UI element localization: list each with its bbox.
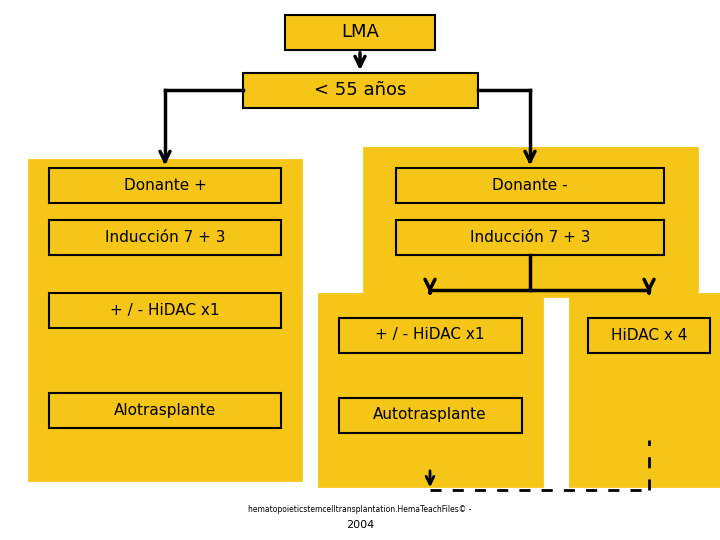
Text: Donante +: Donante + — [124, 178, 207, 192]
Bar — [396, 219, 664, 254]
Text: + / - HiDAC x1: + / - HiDAC x1 — [375, 327, 485, 342]
Bar — [338, 397, 521, 433]
Text: LMA: LMA — [341, 23, 379, 41]
Text: < 55 años: < 55 años — [314, 81, 406, 99]
Bar — [318, 294, 541, 486]
Bar — [396, 167, 664, 202]
Text: Inducción 7 + 3: Inducción 7 + 3 — [469, 230, 590, 245]
Bar — [364, 148, 696, 296]
Bar — [29, 160, 301, 480]
Bar — [588, 318, 710, 353]
Bar — [49, 393, 281, 428]
Text: Inducción 7 + 3: Inducción 7 + 3 — [104, 230, 225, 245]
Text: 2004: 2004 — [346, 520, 374, 530]
Text: + / - HiDAC x1: + / - HiDAC x1 — [110, 302, 220, 318]
Bar — [243, 72, 477, 107]
Text: Alotrasplante: Alotrasplante — [114, 402, 216, 417]
Text: Autotrasplante: Autotrasplante — [373, 408, 487, 422]
Bar — [338, 318, 521, 353]
Text: Donante -: Donante - — [492, 178, 568, 192]
Bar — [570, 294, 720, 486]
Bar — [49, 293, 281, 327]
Bar — [49, 167, 281, 202]
Bar — [49, 219, 281, 254]
Bar — [285, 15, 435, 50]
Text: HiDAC x 4: HiDAC x 4 — [611, 327, 687, 342]
Text: hematopoieticstemcelltransplantation.HemaTeachFiles© -: hematopoieticstemcelltransplantation.Hem… — [248, 505, 472, 515]
